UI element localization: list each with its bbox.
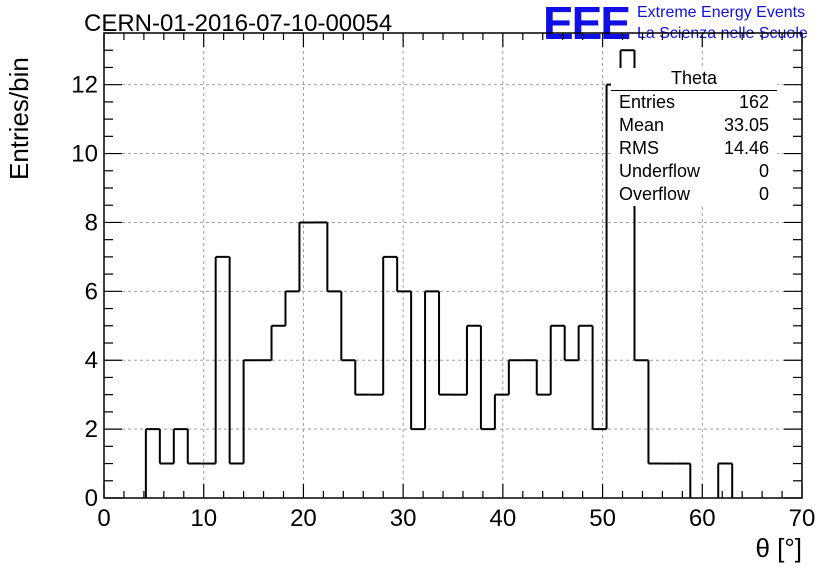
y-tick-label: 10	[71, 141, 98, 168]
histogram-bin	[479, 325, 495, 431]
histogram-bin	[186, 429, 202, 465]
eee-logo: EEE	[543, 0, 631, 49]
histogram-bin	[298, 221, 314, 292]
y-tick-label: 6	[85, 278, 98, 305]
histogram-bin	[535, 360, 551, 396]
y-tick-label: 2	[85, 416, 98, 443]
histogram-bin	[438, 291, 453, 396]
histogram-bin	[717, 462, 733, 498]
y-axis-label: Entries/bin	[4, 57, 34, 180]
x-axis-label: θ [°]	[755, 533, 802, 563]
x-tick-label: 40	[490, 505, 517, 532]
stats-value: 0	[758, 161, 769, 181]
x-tick-label: 0	[97, 505, 110, 532]
histogram-bin	[396, 256, 412, 293]
histogram-bin	[465, 324, 481, 395]
y-tick-label: 8	[85, 209, 98, 236]
histogram-bin	[354, 360, 370, 396]
histogram-bin	[144, 428, 160, 498]
histogram-bin	[172, 428, 188, 464]
stats-row-overflow: Overflow 0	[611, 183, 777, 206]
histogram-bin	[424, 290, 440, 430]
histogram-bin	[340, 291, 356, 362]
stats-label: RMS	[619, 138, 659, 158]
x-tick-label: 70	[789, 505, 816, 532]
histogram-bin	[284, 290, 300, 326]
stats-label: Entries	[619, 92, 676, 112]
x-tick-label: 60	[689, 505, 716, 532]
histogram-bin	[577, 324, 593, 361]
stats-row-rms: RMS 14.46	[611, 137, 777, 160]
histogram-bin	[214, 255, 230, 464]
stats-label: Underflow	[619, 161, 701, 181]
stats-label: Mean	[619, 115, 665, 135]
y-tick-label: 4	[85, 347, 98, 374]
stats-row-underflow: Underflow 0	[611, 160, 777, 183]
histogram-bin	[410, 291, 426, 431]
histogram-bin	[563, 325, 579, 362]
histogram-bin	[591, 325, 607, 431]
histogram-bin	[507, 359, 523, 395]
histogram-bin	[549, 324, 565, 395]
stats-value: 0	[758, 184, 769, 204]
histogram-bin	[647, 360, 663, 465]
x-tick-label: 20	[290, 505, 317, 532]
stats-box: Theta Entries 162 Mean 33.05 RMS 14.46 U…	[611, 68, 777, 206]
y-tick-label: 0	[85, 485, 98, 512]
histogram-bin	[493, 393, 509, 430]
stats-label: Overflow	[619, 184, 691, 204]
histogram-bin	[270, 324, 286, 361]
stats-value: 162	[738, 92, 769, 112]
stats-row-entries: Entries 162	[611, 91, 777, 114]
histogram-bin	[228, 256, 244, 465]
plot-frame	[103, 32, 803, 499]
x-tick-label: 50	[589, 505, 616, 532]
stats-row-mean: Mean 33.05	[611, 114, 777, 137]
y-tick-label: 12	[71, 72, 98, 99]
histogram-bin	[382, 255, 398, 395]
logo-subtitle-line1: Extreme Energy Events	[637, 4, 806, 21]
histogram-bin	[158, 429, 174, 465]
x-tick-label: 30	[390, 505, 417, 532]
stats-title: Theta	[611, 68, 777, 91]
stats-value: 14.46	[723, 138, 769, 158]
histogram-bin	[326, 222, 342, 293]
stats-value: 33.05	[723, 115, 769, 135]
histogram-bin	[242, 359, 258, 464]
x-tick-label: 10	[190, 505, 217, 532]
